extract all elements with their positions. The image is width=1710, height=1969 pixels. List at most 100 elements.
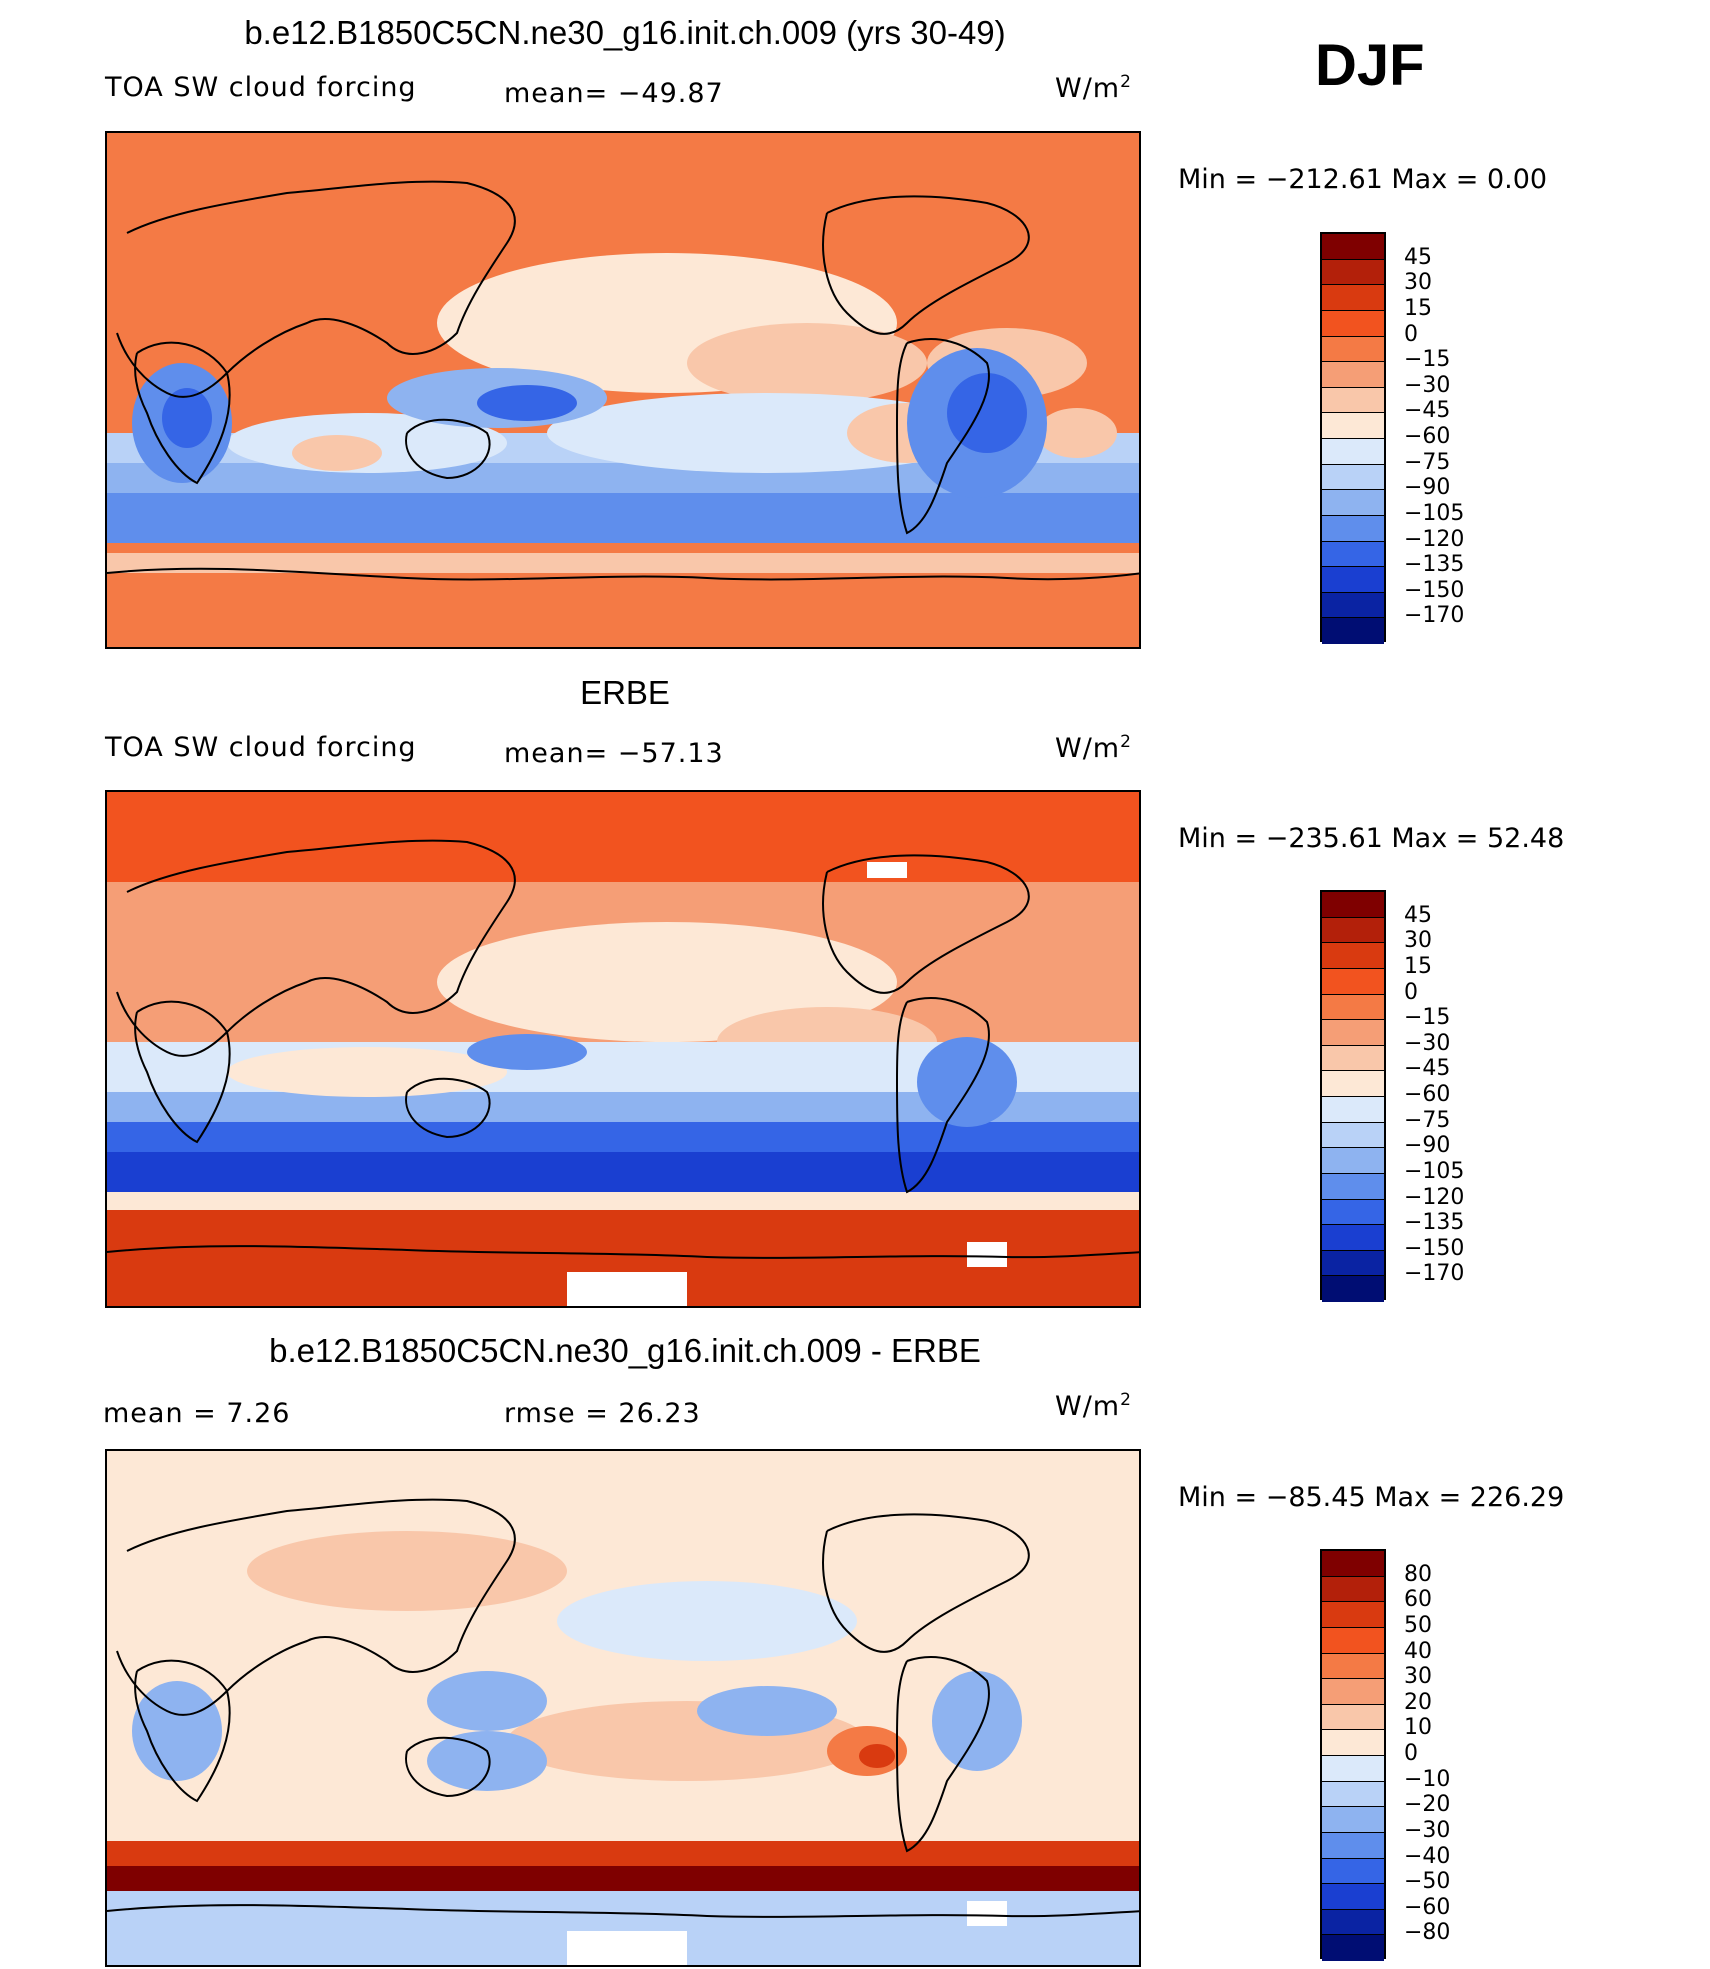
colorbar-tick-label: −150: [1404, 1235, 1465, 1261]
colorbar-tick-label: −120: [1404, 1184, 1465, 1210]
colorbar-tick-label: 30: [1404, 928, 1432, 954]
colorbar-tick-label: 15: [1404, 953, 1432, 979]
colorbar-tick-label: 45: [1404, 244, 1432, 270]
colorbar-tick-label: −15: [1404, 347, 1451, 373]
colorbar-swatch: [1322, 1225, 1384, 1251]
colorbar-tick-label: −40: [1404, 1843, 1451, 1869]
colorbar-swatch: [1322, 362, 1384, 388]
colorbar-tick-label: 45: [1404, 902, 1432, 928]
colorbar-swatch: [1322, 1858, 1384, 1885]
colorbar-tick-label: −75: [1404, 449, 1451, 475]
colorbar-swatch: [1322, 464, 1384, 491]
colorbar-tick-label: −15: [1404, 1005, 1451, 1031]
colorbar-swatch: [1322, 1250, 1384, 1277]
colorbar-swatch: [1322, 1704, 1384, 1731]
panel3-rmse-label: rmse = 26.23: [504, 1398, 701, 1429]
panel1-units: W/m2: [1055, 72, 1132, 104]
colorbar-tick-label: −10: [1404, 1766, 1451, 1792]
colorbar-swatch: [1322, 1909, 1384, 1936]
colorbar-tick-label: −135: [1404, 552, 1465, 578]
panel2-variable-label: TOA SW cloud forcing: [105, 732, 417, 763]
colorbar-tick-label: −45: [1404, 398, 1451, 424]
panel1-variable-label: TOA SW cloud forcing: [105, 72, 417, 103]
colorbar-tick-label: −60: [1404, 1082, 1451, 1107]
panel3-min-max: Min = −85.45 Max = 226.29: [1178, 1482, 1565, 1513]
colorbar-tick-label: 10: [1404, 1715, 1432, 1741]
colorbar-swatch: [1322, 1199, 1384, 1226]
colorbar-swatch: [1322, 1627, 1384, 1654]
colorbar-swatch: [1322, 1576, 1384, 1603]
colorbar-swatch: [1322, 1730, 1384, 1756]
colorbar-tick-label: −60: [1404, 1894, 1451, 1920]
colorbar-tick-label: −30: [1404, 1817, 1451, 1843]
panel3-map: [105, 1449, 1141, 1967]
colorbar-tick-label: 50: [1404, 1612, 1432, 1638]
colorbar-swatch: [1322, 234, 1384, 260]
colorbar-swatch: [1322, 892, 1384, 918]
season-label: DJF: [1315, 33, 1425, 98]
colorbar-swatch: [1322, 541, 1384, 568]
colorbar-tick-label: −105: [1404, 500, 1465, 526]
colorbar-swatch: [1322, 413, 1384, 439]
colorbar-swatch: [1322, 1653, 1384, 1680]
colorbar-swatch: [1322, 968, 1384, 995]
colorbar-tick-label: −45: [1404, 1056, 1451, 1082]
colorbar-swatch: [1322, 1602, 1384, 1628]
panel2-colorbar: [1320, 890, 1386, 1302]
colorbar-tick-label: −20: [1404, 1792, 1451, 1818]
colorbar-tick-label: −60: [1404, 424, 1451, 449]
colorbar-swatch: [1322, 285, 1384, 311]
panel1-map: [105, 131, 1141, 649]
colorbar-tick-label: 0: [1404, 321, 1418, 347]
colorbar-swatch: [1322, 1756, 1384, 1782]
colorbar-tick-label: −170: [1404, 1261, 1465, 1287]
colorbar-tick-label: 15: [1404, 295, 1432, 321]
panel3-colorbar: [1320, 1549, 1386, 1961]
colorbar-tick-label: 0: [1404, 1741, 1418, 1766]
panel1-colorbar: [1320, 232, 1386, 644]
colorbar-swatch: [1322, 1020, 1384, 1046]
colorbar-swatch: [1322, 259, 1384, 286]
colorbar-tick-label: −135: [1404, 1210, 1465, 1236]
panel3-title: b.e12.B1850C5CN.ne30_g16.init.ch.009 - E…: [269, 1332, 981, 1369]
colorbar-tick-label: −105: [1404, 1158, 1465, 1184]
colorbar-swatch: [1322, 1276, 1384, 1302]
panel3-mean-label: mean = 7.26: [103, 1398, 291, 1429]
colorbar-tick-label: −30: [1404, 372, 1451, 398]
colorbar-tick-label: 30: [1404, 1664, 1432, 1690]
colorbar-swatch: [1322, 1122, 1384, 1149]
panel2-map: [105, 790, 1141, 1308]
colorbar-swatch: [1322, 1679, 1384, 1705]
colorbar-swatch: [1322, 1148, 1384, 1174]
panel3-units: W/m2: [1055, 1390, 1132, 1422]
colorbar-tick-label: 40: [1404, 1638, 1432, 1664]
colorbar-swatch: [1322, 1832, 1384, 1859]
panel2-min-max: Min = −235.61 Max = 52.48: [1178, 823, 1565, 854]
colorbar-swatch: [1322, 917, 1384, 944]
colorbar-swatch: [1322, 618, 1384, 644]
colorbar-swatch: [1322, 1045, 1384, 1072]
colorbar-tick-label: −90: [1404, 475, 1451, 501]
colorbar-tick-label: 30: [1404, 270, 1432, 296]
colorbar-swatch: [1322, 1551, 1384, 1577]
colorbar-swatch: [1322, 1071, 1384, 1097]
colorbar-tick-label: −90: [1404, 1133, 1451, 1159]
colorbar-swatch: [1322, 1935, 1384, 1961]
panel2-mean-label: mean= −57.13: [504, 738, 724, 769]
colorbar-swatch: [1322, 310, 1384, 337]
colorbar-swatch: [1322, 387, 1384, 414]
colorbar-swatch: [1322, 490, 1384, 516]
colorbar-swatch: [1322, 515, 1384, 542]
colorbar-swatch: [1322, 994, 1384, 1021]
colorbar-swatch: [1322, 567, 1384, 593]
colorbar-swatch: [1322, 592, 1384, 619]
colorbar-tick-label: −80: [1404, 1920, 1451, 1946]
colorbar-tick-label: 20: [1404, 1689, 1432, 1715]
colorbar-tick-label: −50: [1404, 1869, 1451, 1895]
panel1-mean-label: mean= −49.87: [504, 78, 724, 109]
colorbar-swatch: [1322, 1781, 1384, 1808]
colorbar-swatch: [1322, 1173, 1384, 1200]
colorbar-tick-label: 60: [1404, 1587, 1432, 1613]
colorbar-tick-label: −75: [1404, 1107, 1451, 1133]
colorbar-tick-label: 0: [1404, 979, 1418, 1005]
